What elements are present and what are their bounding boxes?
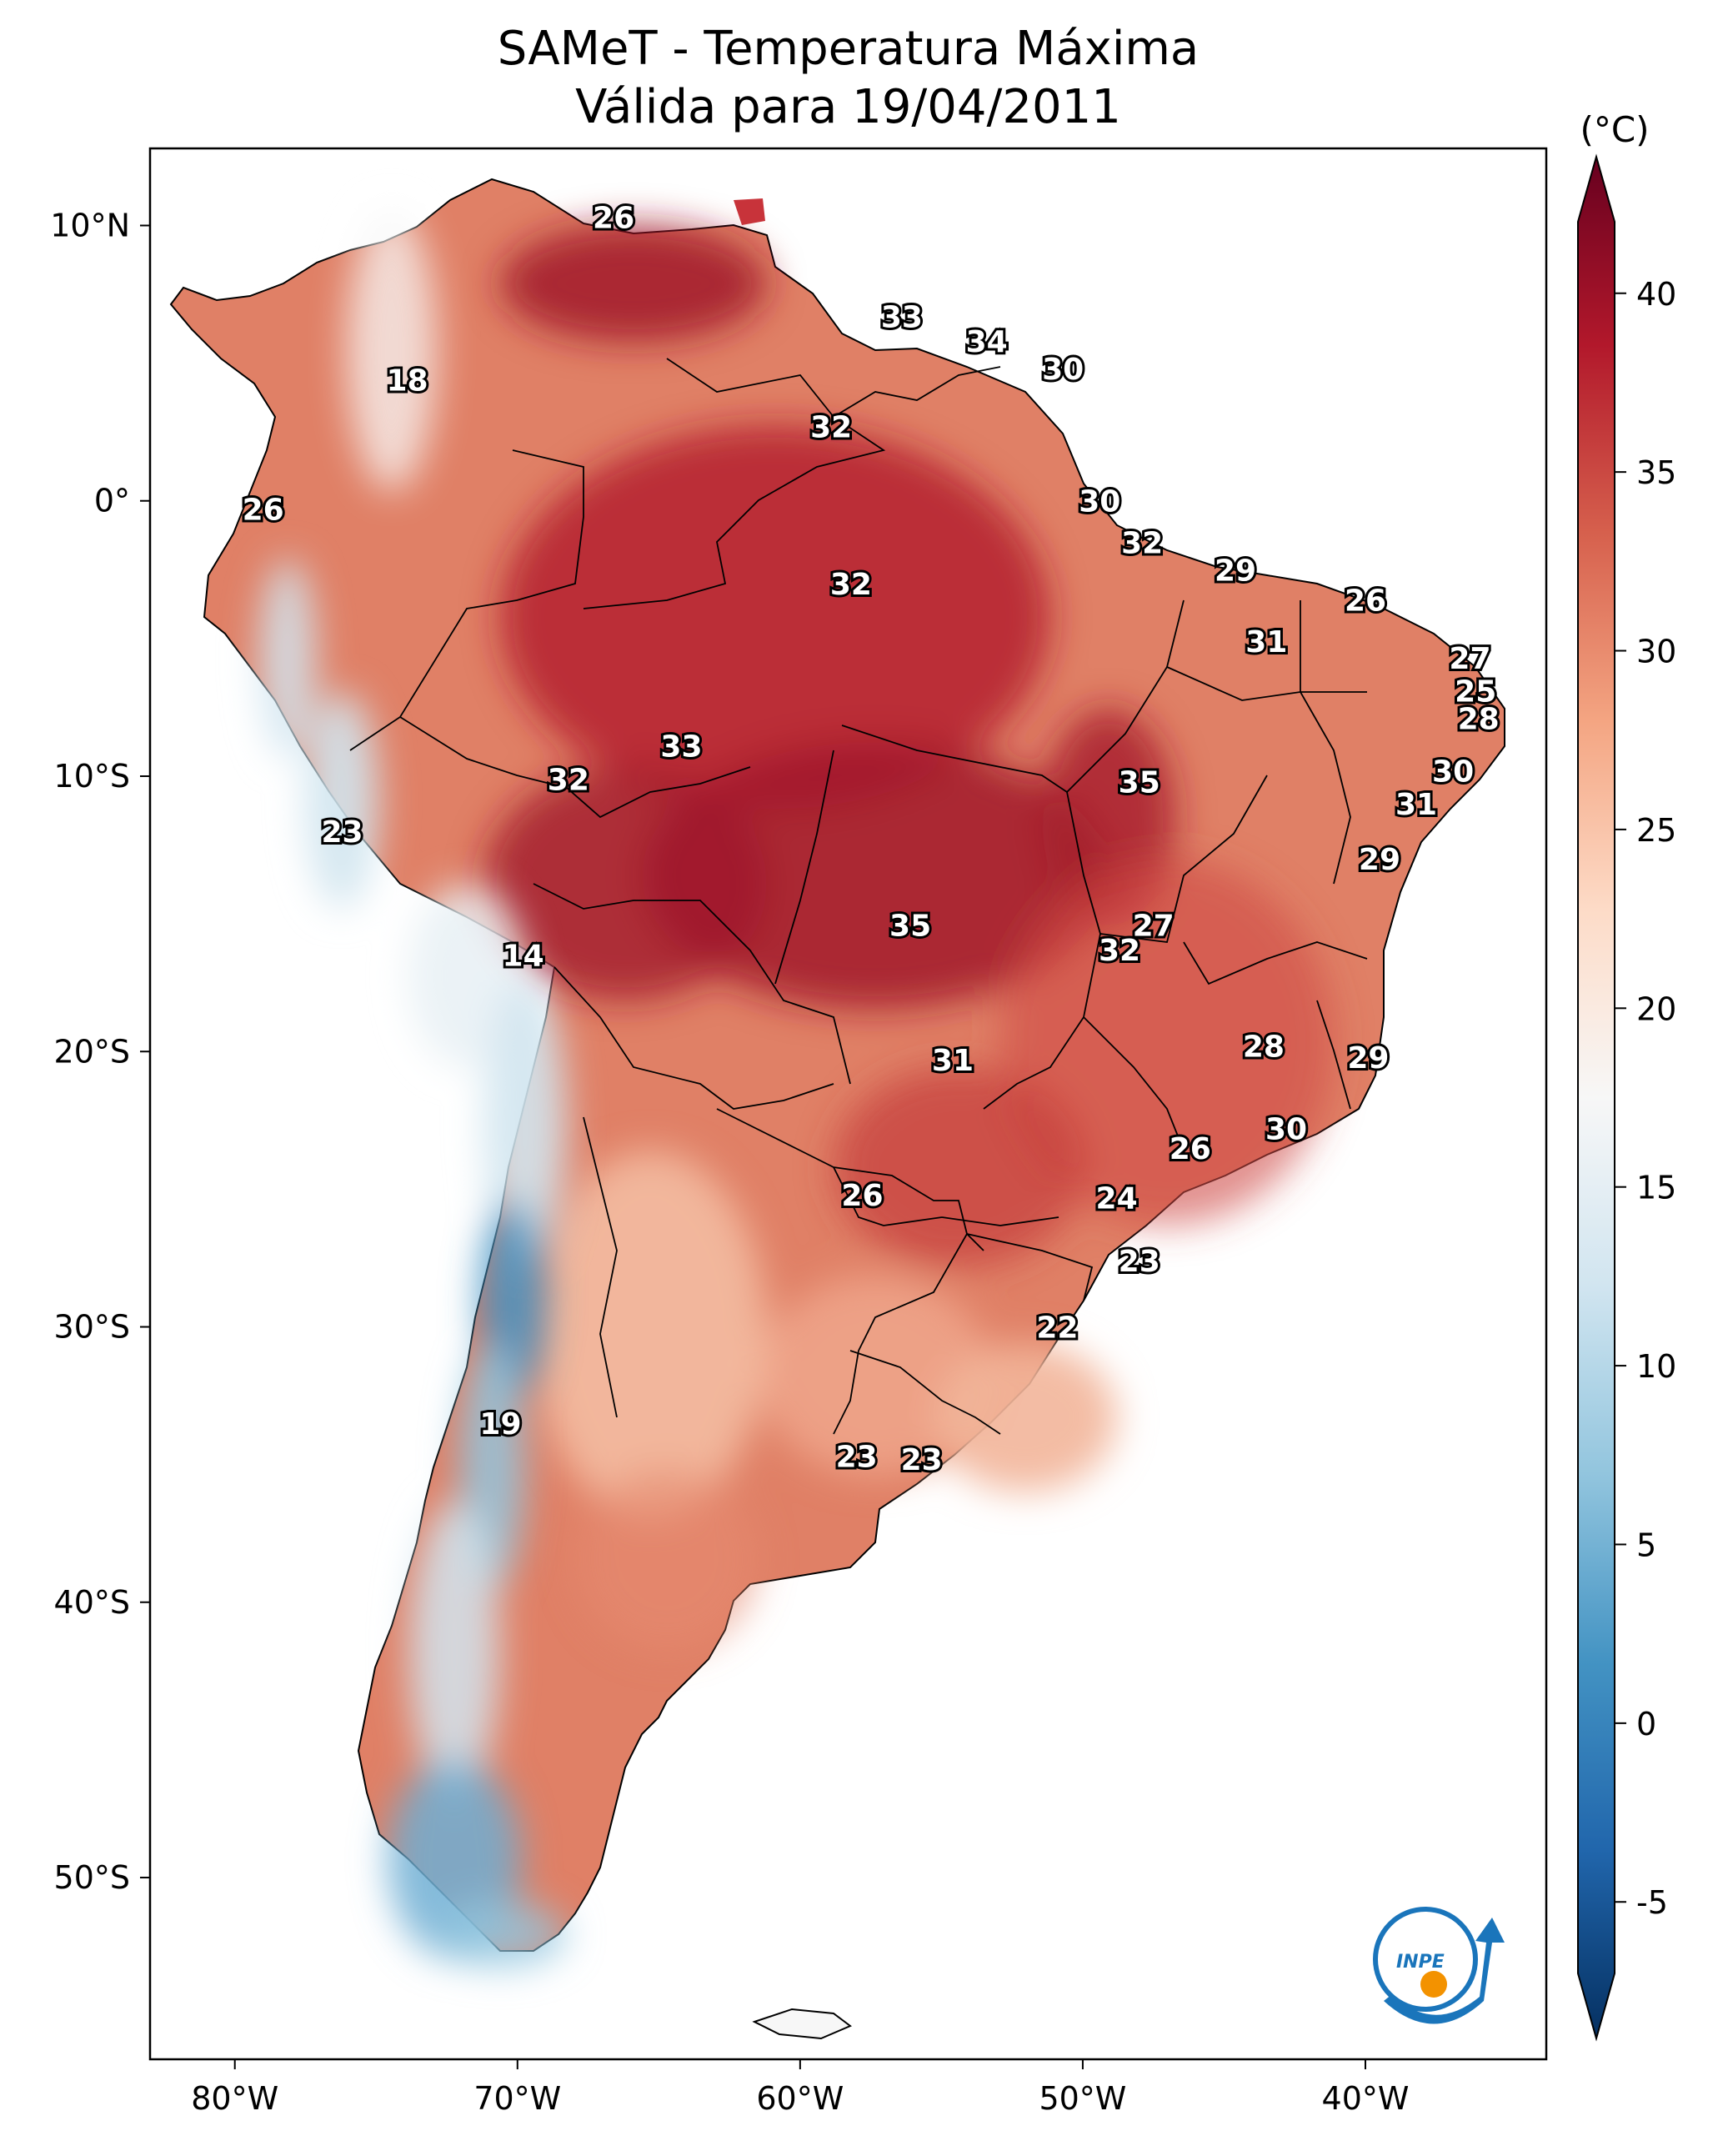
- temp-label: 29: [1347, 1041, 1389, 1075]
- colorbar-tick-label: 30: [1636, 634, 1676, 670]
- temp-label: 33: [660, 730, 702, 765]
- temp-label: 23: [901, 1443, 943, 1477]
- temperature-hot-core: [483, 225, 1334, 1651]
- falkland-islands: [752, 2008, 852, 2040]
- lat-tick-label: 10°S: [54, 758, 130, 795]
- logo-text: INPE: [1396, 1952, 1445, 1973]
- colorbar-tick-label: 15: [1636, 1170, 1676, 1206]
- colorbar-tick-label: 0: [1636, 1706, 1656, 1742]
- temp-label: 26: [593, 202, 634, 236]
- lat-tick-label: 50°S: [54, 1859, 130, 1896]
- colorbar: 40 35 30 25 20 15 10 5 0 -5 (°C): [1577, 109, 1676, 2042]
- trinidad-island: [734, 198, 765, 225]
- temp-label: 29: [1359, 843, 1400, 877]
- country-borders: [349, 358, 1368, 1435]
- lat-tick-label: 20°S: [54, 1033, 130, 1070]
- temp-label: 30: [1265, 1113, 1307, 1147]
- temp-label: 30: [1432, 755, 1474, 789]
- temp-label: 23: [1119, 1245, 1160, 1279]
- logo-orange-dot: [1420, 1971, 1447, 1998]
- temp-label: 29: [1215, 554, 1256, 588]
- temp-label: 35: [889, 909, 931, 943]
- latitude-axis: 10°N 0° 10°S 20°S 30°S 40°S 50°S: [50, 207, 150, 1896]
- map-frame: [148, 147, 1548, 2061]
- colorbar-unit: (°C): [1580, 109, 1649, 150]
- temp-label: 24: [1096, 1181, 1138, 1216]
- temp-label: 27: [1133, 909, 1175, 943]
- colorbar-ticks: 40 35 30 25 20 15 10 5 0 -5: [1615, 276, 1676, 1921]
- temp-label: 33: [881, 300, 923, 334]
- lat-tick-label: 10°N: [50, 207, 130, 243]
- temp-label: 32: [830, 568, 872, 602]
- map-area: [148, 147, 1548, 2061]
- temp-label: 26: [1170, 1132, 1211, 1166]
- lon-tick-label: 80°W: [191, 2080, 278, 2117]
- logo-ring: [1373, 1907, 1478, 2012]
- map-title-line1: SAMeT - Temperatura Máxima: [497, 22, 1200, 76]
- temp-label: 27: [1449, 642, 1490, 676]
- colorbar-tick-label: 20: [1636, 990, 1676, 1027]
- logo-swoosh-arrow: [1384, 1918, 1505, 2024]
- temp-label: 22: [1036, 1311, 1078, 1346]
- temp-label: 35: [1119, 766, 1160, 800]
- temp-label: 26: [841, 1179, 883, 1213]
- temp-label: 25: [1455, 675, 1496, 709]
- lat-tick-label: 30°S: [54, 1309, 130, 1346]
- temp-label: 28: [1458, 703, 1500, 737]
- temp-label: 32: [810, 411, 852, 445]
- temp-label: 23: [322, 815, 363, 850]
- temp-label: 31: [932, 1044, 974, 1078]
- temp-label: 31: [1395, 788, 1437, 822]
- map-title-line2: Válida para 19/04/2011: [575, 80, 1121, 134]
- colorbar-tick-label: -5: [1636, 1884, 1668, 1921]
- colorbar-tick-label: 25: [1636, 812, 1676, 849]
- temp-label: 32: [1121, 526, 1163, 560]
- temp-label: 19: [479, 1407, 521, 1442]
- colorbar-tick-label: 35: [1636, 454, 1676, 491]
- temperature-andes-cool-band: [258, 208, 567, 1968]
- lat-tick-label: 40°S: [54, 1584, 130, 1621]
- temp-label: 32: [548, 763, 589, 797]
- lon-tick-label: 60°W: [756, 2080, 844, 2117]
- temp-label: 14: [503, 940, 544, 974]
- temp-label: 30: [1042, 353, 1084, 387]
- temp-label: 26: [243, 494, 284, 528]
- inpe-logo: INPE: [1373, 1907, 1505, 2024]
- colorbar-body: [1577, 153, 1615, 2042]
- colorbar-tick-label: 5: [1636, 1527, 1656, 1563]
- temp-label: 26: [1345, 584, 1386, 619]
- temp-label: 18: [386, 364, 428, 398]
- lon-tick-label: 40°W: [1322, 2080, 1410, 2117]
- temp-label: 28: [1243, 1030, 1285, 1065]
- colorbar-tick-label: 10: [1636, 1348, 1676, 1385]
- temp-label: 23: [836, 1441, 878, 1475]
- longitude-axis: 80°W 70°W 60°W 50°W 40°W: [191, 2059, 1409, 2117]
- lon-tick-label: 50°W: [1039, 2080, 1126, 2117]
- colorbar-tick-label: 40: [1636, 276, 1676, 313]
- temp-label: 30: [1079, 485, 1120, 519]
- temp-label: 32: [1099, 934, 1140, 968]
- temp-label: 31: [1245, 625, 1287, 659]
- lat-tick-label: 0°: [94, 483, 130, 519]
- temp-label: 34: [966, 325, 1008, 359]
- lon-tick-label: 70°W: [473, 2080, 561, 2117]
